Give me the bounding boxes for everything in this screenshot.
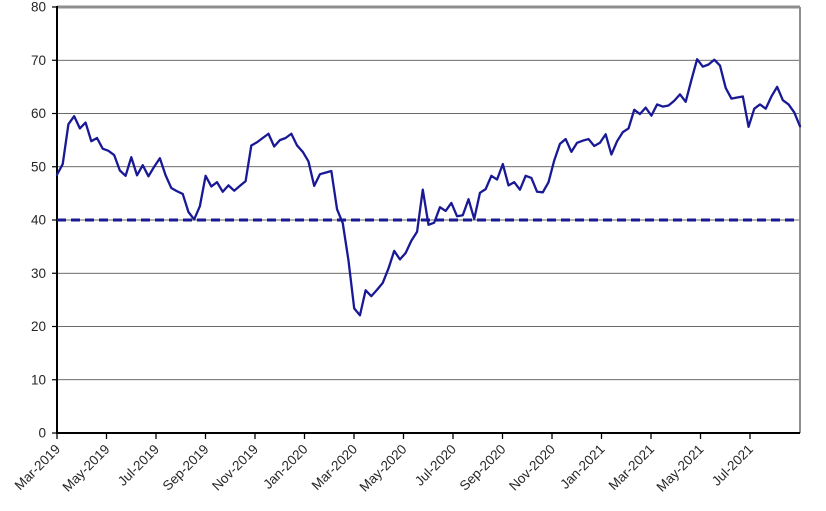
price-series-line bbox=[55, 58, 802, 317]
x-tick-label: Mar-2020 bbox=[309, 442, 360, 493]
y-tick-label: 10 bbox=[31, 372, 46, 387]
x-tick-label: Jul-2021 bbox=[709, 442, 756, 489]
y-tick-label: 60 bbox=[31, 106, 46, 121]
x-tick-label: Nov-2019 bbox=[209, 442, 261, 494]
y-tick-label: 70 bbox=[31, 53, 46, 68]
x-tick-label: May-2020 bbox=[357, 442, 410, 495]
x-tick-label: Jan-2020 bbox=[260, 442, 310, 492]
x-tick-label: Sep-2020 bbox=[457, 442, 509, 494]
x-tick-label: Jul-2020 bbox=[412, 442, 459, 489]
y-tick-label: 0 bbox=[38, 426, 46, 441]
x-tick-label: Mar-2019 bbox=[12, 442, 63, 493]
x-tick-label: Jul-2019 bbox=[115, 442, 162, 489]
x-tick-label: Jan-2021 bbox=[557, 442, 607, 492]
y-tick-label: 30 bbox=[31, 266, 46, 281]
y-tick-label: 80 bbox=[31, 0, 46, 15]
x-tick-label: Nov-2020 bbox=[506, 442, 558, 494]
x-tick-label: May-2021 bbox=[654, 442, 707, 495]
x-tick-label: Sep-2019 bbox=[160, 442, 212, 494]
x-tick-label: May-2019 bbox=[60, 442, 113, 495]
y-tick-label: 50 bbox=[31, 159, 46, 174]
y-tick-label: 20 bbox=[31, 319, 46, 334]
x-tick-label: Mar-2021 bbox=[606, 442, 657, 493]
y-tick-label: 40 bbox=[31, 213, 46, 228]
